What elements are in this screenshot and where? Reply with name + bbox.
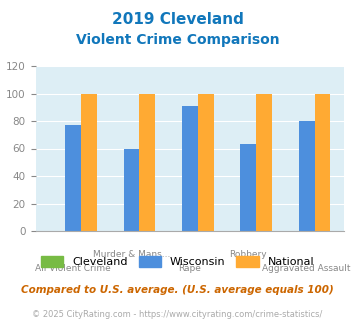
Text: 2019 Cleveland: 2019 Cleveland: [111, 12, 244, 26]
Bar: [140, 93, 155, 231]
Bar: [198, 93, 214, 231]
Bar: [299, 121, 315, 231]
Bar: [81, 93, 97, 231]
Text: All Violent Crime: All Violent Crime: [35, 264, 111, 273]
Text: Violent Crime Comparison: Violent Crime Comparison: [76, 33, 279, 47]
Text: © 2025 CityRating.com - https://www.cityrating.com/crime-statistics/: © 2025 CityRating.com - https://www.city…: [32, 310, 323, 319]
Text: Aggravated Assault: Aggravated Assault: [262, 264, 351, 273]
Bar: [65, 125, 81, 231]
Legend: Cleveland, Wisconsin, National: Cleveland, Wisconsin, National: [37, 251, 318, 271]
Text: Robbery: Robbery: [229, 250, 267, 259]
Text: Murder & Mans...: Murder & Mans...: [93, 250, 170, 259]
Bar: [315, 93, 330, 231]
Bar: [256, 93, 272, 231]
Bar: [240, 145, 256, 231]
Bar: [182, 106, 198, 231]
Text: Rape: Rape: [179, 264, 201, 273]
Text: Compared to U.S. average. (U.S. average equals 100): Compared to U.S. average. (U.S. average …: [21, 285, 334, 295]
Bar: [124, 148, 140, 231]
